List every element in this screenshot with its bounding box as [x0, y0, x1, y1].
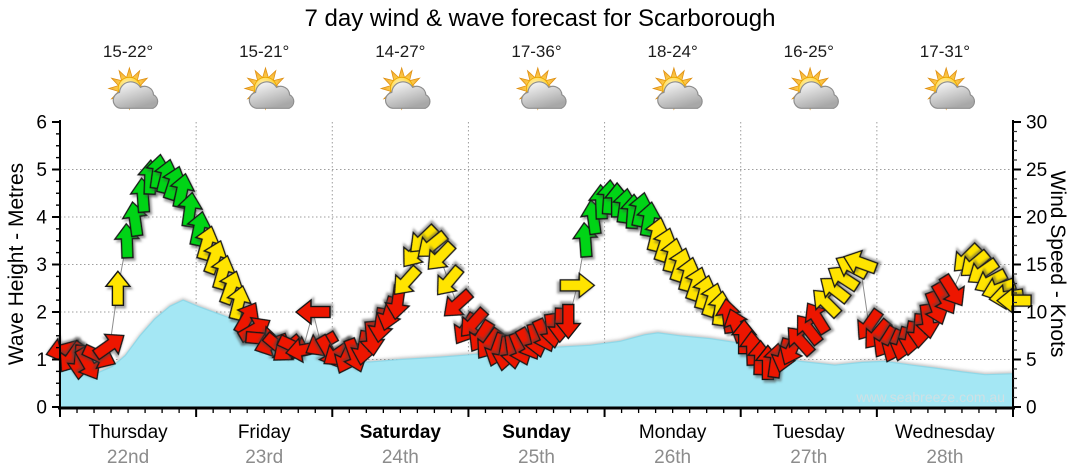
wind-arrow-yellow	[842, 249, 879, 275]
weather-icon	[924, 67, 976, 110]
wind-arrow-yellow	[559, 271, 596, 299]
weather-icon	[380, 67, 431, 110]
day-label: Sunday	[502, 422, 571, 443]
day-temperature: 17-36°	[511, 42, 561, 61]
day-date: 23rd	[245, 447, 283, 468]
left-tick-label: 4	[36, 208, 47, 229]
left-tick-label: 2	[36, 303, 47, 324]
day-temperature: 17-31°	[920, 42, 970, 61]
weather-icon	[108, 67, 159, 110]
weather-icon	[244, 67, 295, 110]
right-tick-label: 25	[1026, 160, 1047, 181]
weather-icon	[788, 67, 839, 110]
left-tick-label: 6	[36, 113, 47, 134]
wind-arrow-red	[358, 320, 386, 357]
day-label: Wednesday	[895, 422, 995, 443]
day-temperature: 14-27°	[375, 42, 425, 61]
day-label: Friday	[238, 422, 291, 443]
left-tick-label: 0	[36, 398, 47, 419]
right-tick-label: 0	[1026, 398, 1037, 419]
wind-arrow-yellow	[436, 264, 465, 296]
wind-arrow-red	[554, 303, 582, 340]
watermark: www.seabreeze.com.au	[855, 389, 1005, 405]
day-date: 24th	[382, 447, 419, 468]
day-temperature: 18-24°	[648, 42, 698, 61]
wind-arrow-yellow	[393, 264, 423, 296]
right-tick-label: 20	[1026, 208, 1047, 229]
day-temperature: 16-25°	[784, 42, 834, 61]
wind-arrow-green	[169, 172, 196, 210]
chart-title: 7 day wind & wave forecast for Scarborou…	[304, 5, 776, 32]
left-tick-label: 3	[36, 255, 47, 276]
wind-arrow-red	[938, 272, 966, 307]
day-temperature: 15-22°	[103, 42, 153, 61]
day-date: 25th	[518, 447, 555, 468]
wind-arrow-green	[176, 191, 204, 228]
right-tick-label: 5	[1026, 350, 1037, 371]
day-label: Monday	[639, 422, 707, 443]
wind-arrow-yellow	[427, 239, 457, 270]
right-tick-label: 30	[1026, 113, 1047, 134]
day-date: 27th	[790, 447, 827, 468]
wind-arrow-red	[443, 287, 475, 317]
day-date: 28th	[926, 447, 963, 468]
left-tick-label: 5	[36, 160, 47, 181]
day-label: Thursday	[88, 422, 168, 443]
wave-height-line	[59, 299, 1014, 376]
weather-icon	[516, 67, 567, 110]
wind-arrow-yellow	[225, 284, 253, 322]
day-label: Saturday	[360, 422, 442, 443]
right-tick-label: 10	[1026, 303, 1047, 324]
wind-arrow-red	[294, 298, 331, 326]
weather-icon	[652, 67, 703, 110]
day-date: 22nd	[107, 447, 149, 468]
left-tick-label: 1	[36, 350, 47, 371]
day-date: 26th	[654, 447, 691, 468]
day-label: Tuesday	[773, 422, 846, 443]
wind-arrow-red	[91, 333, 125, 361]
day-temperature: 15-21°	[239, 42, 289, 61]
wind-arrow-yellow	[104, 270, 132, 306]
right-tick-label: 15	[1026, 255, 1047, 276]
